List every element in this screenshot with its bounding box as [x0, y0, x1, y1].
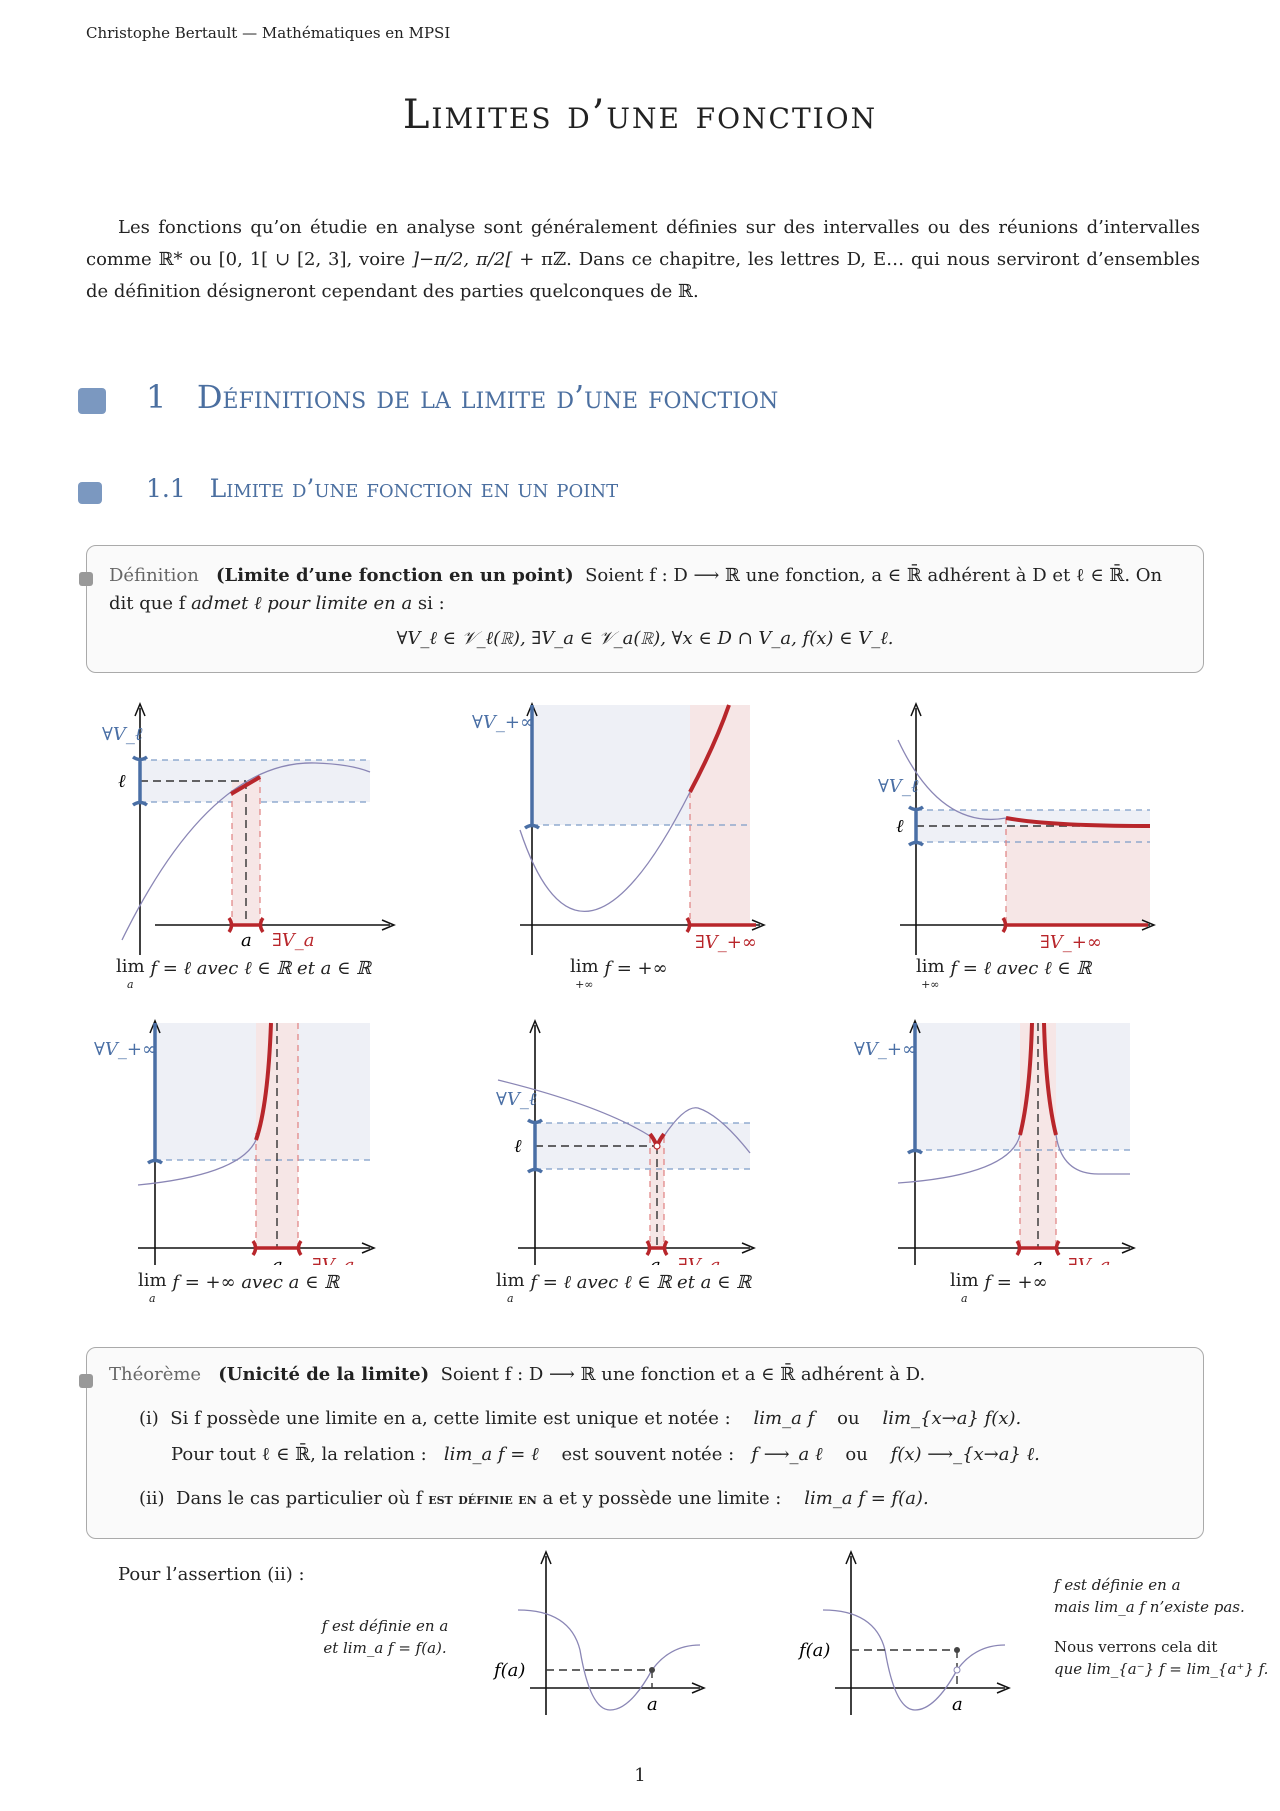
theorem-item-ii: (ii) Dans le cas particulier où f est dé… — [139, 1488, 929, 1509]
a-label: a — [647, 1694, 658, 1715]
left-note: f est définie en a et lim_a f = f(a). — [321, 1617, 449, 1657]
a-label: a — [952, 1694, 963, 1715]
exists-v-label: ∃V_a — [1068, 1255, 1111, 1265]
a-label: a — [650, 1255, 661, 1265]
forall-v-label: ∀V_+∞ — [854, 1039, 917, 1060]
exists-v-label: ∃V_+∞ — [695, 932, 757, 953]
forall-v-label: ∀V_+∞ — [94, 1039, 157, 1060]
box-marker — [79, 572, 93, 586]
theorem-header: Théorème (Unicité de la limite) Soient f… — [109, 1364, 926, 1385]
page-number: 1 — [634, 1765, 646, 1786]
definition-text: Définition (Limite d’une fonction en un … — [109, 565, 1163, 614]
ell-label: ℓ — [896, 816, 904, 837]
a-label: a — [272, 1255, 283, 1265]
exists-v-label: ∃V_+∞ — [1040, 932, 1102, 953]
graph-finite-limit-at-a-with-hole: ∀V_ℓ ℓ a ∃V_a — [496, 1019, 756, 1265]
graph-continuous-at-a: f(a) a — [492, 1550, 706, 1715]
a-label: a — [1032, 1255, 1043, 1265]
ell-label: ℓ — [118, 771, 126, 792]
graph-infinite-limit-at-a-two-sided: ∀V_+∞ a ∃V_a — [854, 1019, 1136, 1265]
graph-caption: lim a f = ℓ avec ℓ ∈ ℝ et a ∈ ℝ — [116, 956, 372, 991]
exists-v-label: ∃V_a — [272, 930, 315, 951]
theorem-box: Théorème (Unicité de la limite) Soient f… — [79, 1347, 1204, 1539]
page-title: Limites d’une fonction — [402, 92, 878, 138]
exists-v-label: ∃V_a — [678, 1255, 721, 1265]
forall-v-label: ∀V_ℓ — [878, 776, 919, 797]
graph-caption: lim a f = ℓ avec ℓ ∈ ℝ et a ∈ ℝ — [496, 1270, 752, 1305]
forall-v-label: ∀V_ℓ — [496, 1089, 537, 1110]
graph-limit-infinite-at-infinity: ∀V_+∞ ∃V_+∞ — [472, 702, 766, 955]
definition-formula: ∀V_ℓ ∈ 𝒱_ℓ(ℝ), ∃V_a ∈ 𝒱_a(ℝ), ∀x ∈ D ∩ V… — [396, 628, 894, 649]
theorem-item-i: (i) Si f possède une limite en a, cette … — [139, 1408, 1022, 1429]
right-note: f est définie en a mais lim_a f n’existe … — [1054, 1576, 1269, 1678]
graph-caption: lim +∞ f = +∞ — [570, 956, 668, 991]
subsection-heading: 1.1 Limite d’une fonction en un point — [146, 474, 619, 503]
ell-label: ℓ — [514, 1136, 522, 1157]
graph-infinite-limit-at-a-one-sided: ∀V_+∞ a ∃V_a — [94, 1019, 376, 1265]
graph-caption: lim +∞ f = ℓ avec ℓ ∈ ℝ — [916, 956, 1092, 991]
section-marker — [78, 388, 106, 414]
forall-v-label: ∀V_ℓ — [102, 724, 143, 745]
box-marker — [79, 1374, 93, 1388]
fa-label: f(a) — [492, 1660, 525, 1681]
graph-limit-finite-at-infinity: ∀V_ℓ ℓ ∃V_+∞ — [878, 702, 1156, 955]
a-label: a — [241, 930, 252, 951]
assertion-intro: Pour l’assertion (ii) : — [118, 1564, 305, 1585]
graph-caption: lim a f = +∞ avec a ∈ ℝ — [138, 1270, 340, 1305]
section-heading: 1 Définitions de la limite d’une fonctio… — [146, 378, 779, 416]
theorem-item-i-notation: Pour tout ℓ ∈ ℝ̄, la relation : lim_a f … — [171, 1444, 1040, 1465]
exists-v-label: ∃V_a — [312, 1255, 355, 1265]
definition-box: Définition (Limite d’une fonction en un … — [79, 545, 1204, 673]
forall-v-label: ∀V_+∞ — [472, 712, 535, 733]
graph-limit-finite-at-a: ∀V_ℓ ℓ a ∃V_a — [102, 702, 396, 955]
intro-paragraph: Les fonctions qu’on étudie en analyse so… — [86, 217, 1200, 302]
graph-defined-without-limit: f(a) a — [797, 1550, 1011, 1715]
fa-label: f(a) — [797, 1640, 830, 1661]
subsection-marker — [78, 482, 102, 504]
graph-caption: lim a f = +∞ — [950, 1270, 1048, 1305]
running-header: Christophe Bertault — Mathématiques en M… — [86, 24, 451, 42]
